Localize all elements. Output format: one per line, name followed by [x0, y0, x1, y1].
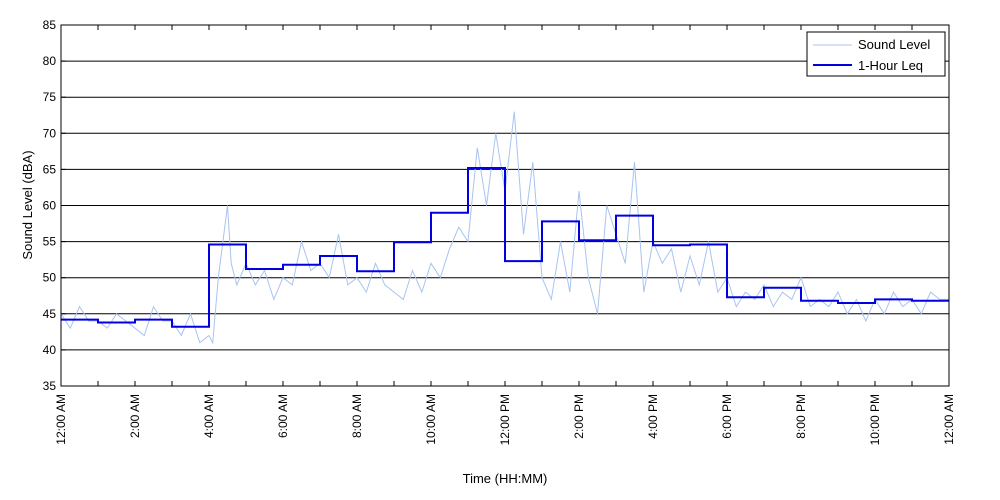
x-tick-label: 6:00 PM — [720, 394, 734, 439]
series-line-0 — [60, 111, 949, 345]
legend-label-sound-level: Sound Level — [858, 37, 930, 52]
y-tick-label: 50 — [43, 271, 57, 285]
x-ticks: 12:00 AM 2:00 AM 4:00 AM 6:00 AM 8:00 AM 10:0… — [54, 25, 956, 445]
x-tick-label: 12:00 PM — [498, 394, 512, 445]
series-layer — [60, 111, 949, 345]
y-tick-label: 40 — [43, 343, 57, 357]
y-tick-label: 85 — [43, 18, 57, 32]
y-tick-label: 75 — [43, 90, 57, 104]
x-tick-label: 2:00 PM — [572, 394, 586, 439]
x-tick-label: 10:00 PM — [868, 394, 882, 445]
plot-frame — [60, 24, 950, 387]
legend-box — [806, 31, 946, 77]
y-tick-label: 35 — [43, 379, 57, 393]
x-axis-label: Time (HH:MM) — [463, 471, 548, 486]
x-tick-label: 4:00 AM — [202, 394, 216, 438]
y-tick-label: 65 — [43, 162, 57, 176]
legend-label-1-hour-leq: 1-Hour Leq — [858, 58, 923, 73]
x-tick-label: 4:00 PM — [646, 394, 660, 439]
x-tick-label: 10:00 AM — [424, 394, 438, 445]
y-tick-label: 80 — [43, 54, 57, 68]
legend: Sound Level 1-Hour Leq — [806, 31, 946, 77]
x-tick-label: 8:00 AM — [350, 394, 364, 438]
x-tick-label: 12:00 AM — [54, 394, 68, 445]
y-tick-label: 70 — [43, 126, 57, 140]
y-tick-label: 45 — [43, 307, 57, 321]
y-ticks: 35 40 45 50 55 60 65 70 75 80 85 — [43, 18, 66, 393]
y-axis-label: Sound Level (dBA) — [20, 150, 35, 259]
series-line-1 — [61, 167, 949, 328]
x-tick-label: 6:00 AM — [276, 394, 290, 438]
y-tick-label: 55 — [43, 235, 57, 249]
x-tick-label: 12:00 AM — [942, 394, 956, 445]
x-tick-label: 2:00 AM — [128, 394, 142, 438]
y-tick-label: 60 — [43, 199, 57, 213]
x-tick-label: 8:00 PM — [794, 394, 808, 439]
